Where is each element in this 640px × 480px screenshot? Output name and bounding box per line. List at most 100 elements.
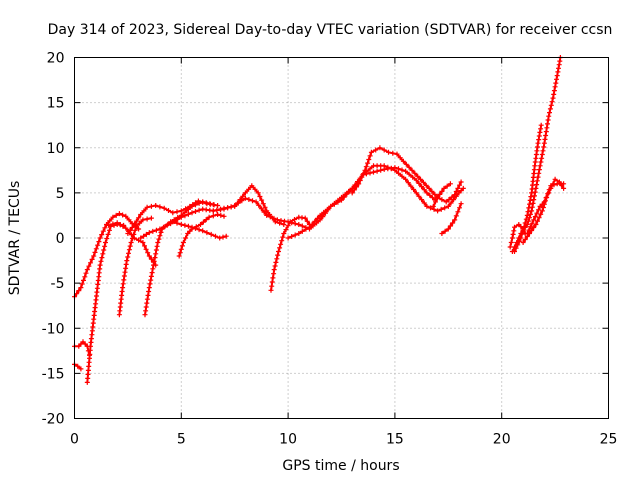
data-point: [221, 206, 227, 212]
data-point: [394, 151, 400, 157]
data-point: [553, 80, 559, 86]
data-point: [141, 233, 147, 239]
data-point: [161, 224, 166, 230]
data-point: [277, 245, 283, 251]
data-point: [269, 283, 275, 289]
data-point: [92, 249, 98, 255]
data-point: [157, 204, 163, 210]
data-point: [554, 76, 559, 82]
data-point: [446, 197, 452, 202]
data-point: [532, 214, 538, 220]
data-point: [146, 253, 152, 259]
data-point: [280, 234, 286, 240]
x-tick-label: 15: [386, 432, 404, 448]
data-point: [561, 181, 567, 187]
data-point: [183, 235, 189, 241]
data-point: [538, 126, 544, 132]
data-point: [100, 251, 106, 257]
data-point: [523, 216, 529, 222]
series-line: [86, 223, 125, 384]
data-point: [447, 223, 453, 229]
data-point: [515, 242, 521, 248]
data-point: [239, 198, 245, 204]
data-point: [331, 201, 337, 207]
data-point: [257, 194, 263, 199]
data-point: [200, 199, 206, 205]
data-point: [99, 255, 105, 261]
data-point: [78, 366, 84, 372]
x-tick-labels: 0 5 10 15 20 25: [70, 432, 617, 448]
data-point: [452, 217, 458, 223]
data-point: [256, 202, 262, 208]
data-point: [386, 149, 391, 155]
data-point: [408, 183, 414, 189]
data-point: [148, 203, 154, 209]
data-point: [368, 149, 374, 155]
data-point: [126, 247, 132, 253]
data-point: [418, 176, 423, 182]
data-point: [113, 212, 119, 218]
data-point: [543, 133, 549, 138]
data-point: [200, 228, 206, 234]
data-point: [526, 227, 532, 233]
data-point: [304, 218, 310, 224]
data-point: [397, 155, 403, 161]
data-point: [131, 222, 137, 227]
data-point: [120, 281, 126, 287]
data-point: [153, 247, 159, 253]
data-point: [246, 197, 252, 202]
data-point: [455, 185, 461, 191]
data-point: [200, 219, 206, 225]
data-point: [120, 223, 126, 229]
data-point: [528, 211, 533, 217]
data-point: [126, 250, 131, 256]
data-point: [427, 192, 433, 198]
data-point: [532, 193, 537, 199]
data-point: [193, 225, 198, 231]
data-point: [195, 198, 201, 204]
data-point: [157, 226, 163, 232]
data-point: [185, 223, 191, 229]
data-point: [435, 208, 441, 214]
data-point: [528, 194, 534, 200]
data-point: [536, 133, 542, 139]
data-point: [264, 212, 270, 218]
series-arc7: [106, 220, 159, 268]
data-point: [255, 190, 261, 196]
data-point: [145, 250, 151, 256]
data-point: [317, 217, 323, 223]
data-point: [240, 193, 246, 199]
data-point: [102, 225, 108, 231]
data-point: [232, 203, 238, 208]
data-point: [405, 180, 411, 186]
series-arc17: [430, 181, 453, 209]
data-point: [344, 191, 350, 197]
data-point: [403, 176, 409, 182]
data-point: [519, 231, 525, 237]
data-point: [272, 263, 278, 269]
series-arc10: [176, 212, 227, 259]
data-point: [146, 285, 152, 291]
data-point: [235, 200, 241, 206]
data-point: [84, 267, 90, 273]
data-point: [406, 171, 412, 177]
data-point: [158, 229, 164, 235]
data-point: [538, 122, 544, 128]
data-point: [439, 231, 445, 236]
data-point: [543, 195, 549, 201]
data-point: [547, 106, 553, 112]
data-point: [525, 209, 531, 215]
data-point: [155, 240, 161, 245]
data-point: [242, 195, 248, 201]
data-point: [317, 212, 323, 218]
data-point: [106, 222, 112, 228]
data-point: [535, 174, 541, 180]
data-point: [148, 273, 154, 279]
data-point: [524, 231, 530, 236]
grid-lines: [74, 57, 609, 419]
data-point: [103, 240, 108, 245]
data-point: [424, 203, 430, 209]
data-point: [170, 219, 176, 225]
series-line: [212, 164, 465, 230]
data-point: [557, 58, 563, 64]
